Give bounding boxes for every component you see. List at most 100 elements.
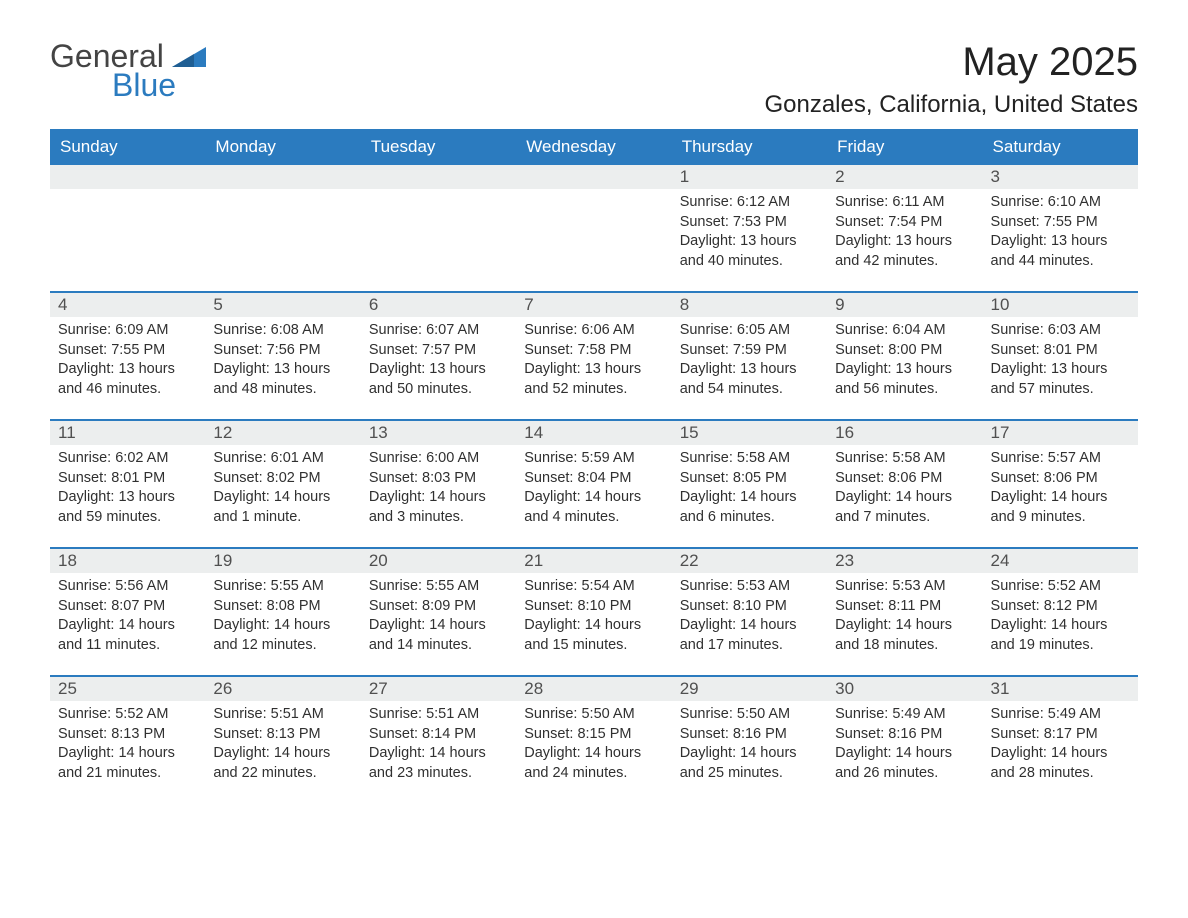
day-body (516, 189, 671, 203)
sunset-text: Sunset: 7:54 PM (835, 213, 974, 233)
sunrise-text: Sunrise: 6:10 AM (991, 193, 1130, 213)
daylight-text: Daylight: 13 hours and 42 minutes. (835, 232, 974, 271)
day-body: Sunrise: 5:52 AMSunset: 8:12 PMDaylight:… (983, 573, 1138, 665)
daylight-text: Daylight: 14 hours and 9 minutes. (991, 488, 1130, 527)
sunset-text: Sunset: 8:04 PM (524, 469, 663, 489)
calendar-cell: 17Sunrise: 5:57 AMSunset: 8:06 PMDayligh… (983, 420, 1138, 548)
sunrise-text: Sunrise: 5:54 AM (524, 577, 663, 597)
weekday-header: Thursday (672, 130, 827, 164)
daylight-text: Daylight: 14 hours and 21 minutes. (58, 744, 197, 783)
daylight-text: Daylight: 13 hours and 52 minutes. (524, 360, 663, 399)
sunrise-text: Sunrise: 5:56 AM (58, 577, 197, 597)
calendar-cell: 12Sunrise: 6:01 AMSunset: 8:02 PMDayligh… (205, 420, 360, 548)
sunrise-text: Sunrise: 6:03 AM (991, 321, 1130, 341)
sunset-text: Sunset: 8:07 PM (58, 597, 197, 617)
daylight-text: Daylight: 14 hours and 25 minutes. (680, 744, 819, 783)
day-number: 10 (983, 292, 1138, 317)
sunrise-text: Sunrise: 6:12 AM (680, 193, 819, 213)
sunrise-text: Sunrise: 5:52 AM (58, 705, 197, 725)
day-number: 6 (361, 292, 516, 317)
day-number: 26 (205, 676, 360, 701)
page-header: General Blue May 2025 Gonzales, Californ… (50, 40, 1138, 123)
sunrise-text: Sunrise: 6:08 AM (213, 321, 352, 341)
daylight-text: Daylight: 13 hours and 56 minutes. (835, 360, 974, 399)
calendar-cell: 24Sunrise: 5:52 AMSunset: 8:12 PMDayligh… (983, 548, 1138, 676)
day-body: Sunrise: 5:53 AMSunset: 8:10 PMDaylight:… (672, 573, 827, 665)
sunrise-text: Sunrise: 5:58 AM (680, 449, 819, 469)
calendar-cell: 14Sunrise: 5:59 AMSunset: 8:04 PMDayligh… (516, 420, 671, 548)
day-number: 20 (361, 548, 516, 573)
day-number: 3 (983, 164, 1138, 189)
calendar-cell: 15Sunrise: 5:58 AMSunset: 8:05 PMDayligh… (672, 420, 827, 548)
day-body: Sunrise: 6:08 AMSunset: 7:56 PMDaylight:… (205, 317, 360, 409)
sunset-text: Sunset: 8:13 PM (213, 725, 352, 745)
weekday-header: Saturday (983, 130, 1138, 164)
daylight-text: Daylight: 14 hours and 4 minutes. (524, 488, 663, 527)
day-body: Sunrise: 6:05 AMSunset: 7:59 PMDaylight:… (672, 317, 827, 409)
calendar-week-row: 18Sunrise: 5:56 AMSunset: 8:07 PMDayligh… (50, 548, 1138, 676)
day-body: Sunrise: 5:49 AMSunset: 8:16 PMDaylight:… (827, 701, 982, 793)
calendar-week-row: 1Sunrise: 6:12 AMSunset: 7:53 PMDaylight… (50, 164, 1138, 292)
calendar-cell: 18Sunrise: 5:56 AMSunset: 8:07 PMDayligh… (50, 548, 205, 676)
calendar-cell: 7Sunrise: 6:06 AMSunset: 7:58 PMDaylight… (516, 292, 671, 420)
calendar-cell: 19Sunrise: 5:55 AMSunset: 8:08 PMDayligh… (205, 548, 360, 676)
day-body: Sunrise: 5:53 AMSunset: 8:11 PMDaylight:… (827, 573, 982, 665)
day-body: Sunrise: 6:10 AMSunset: 7:55 PMDaylight:… (983, 189, 1138, 281)
day-number (205, 164, 360, 189)
sunset-text: Sunset: 8:10 PM (524, 597, 663, 617)
sunset-text: Sunset: 7:55 PM (58, 341, 197, 361)
daylight-text: Daylight: 14 hours and 17 minutes. (680, 616, 819, 655)
day-number: 11 (50, 420, 205, 445)
sunset-text: Sunset: 8:01 PM (991, 341, 1130, 361)
day-number: 5 (205, 292, 360, 317)
daylight-text: Daylight: 14 hours and 3 minutes. (369, 488, 508, 527)
day-number: 27 (361, 676, 516, 701)
calendar-cell: 5Sunrise: 6:08 AMSunset: 7:56 PMDaylight… (205, 292, 360, 420)
day-body: Sunrise: 5:59 AMSunset: 8:04 PMDaylight:… (516, 445, 671, 537)
sunrise-text: Sunrise: 6:02 AM (58, 449, 197, 469)
sunrise-text: Sunrise: 5:49 AM (991, 705, 1130, 725)
calendar-cell: 4Sunrise: 6:09 AMSunset: 7:55 PMDaylight… (50, 292, 205, 420)
sunset-text: Sunset: 8:00 PM (835, 341, 974, 361)
day-number: 23 (827, 548, 982, 573)
day-number: 22 (672, 548, 827, 573)
sunset-text: Sunset: 8:10 PM (680, 597, 819, 617)
daylight-text: Daylight: 13 hours and 46 minutes. (58, 360, 197, 399)
sunset-text: Sunset: 8:17 PM (991, 725, 1130, 745)
sunrise-text: Sunrise: 5:57 AM (991, 449, 1130, 469)
sunrise-text: Sunrise: 5:59 AM (524, 449, 663, 469)
day-body: Sunrise: 5:50 AMSunset: 8:15 PMDaylight:… (516, 701, 671, 793)
daylight-text: Daylight: 14 hours and 7 minutes. (835, 488, 974, 527)
day-number: 24 (983, 548, 1138, 573)
sunrise-text: Sunrise: 5:53 AM (835, 577, 974, 597)
day-number: 15 (672, 420, 827, 445)
day-body: Sunrise: 5:55 AMSunset: 8:09 PMDaylight:… (361, 573, 516, 665)
sunset-text: Sunset: 7:56 PM (213, 341, 352, 361)
day-number: 28 (516, 676, 671, 701)
daylight-text: Daylight: 14 hours and 18 minutes. (835, 616, 974, 655)
weekday-header: Monday (205, 130, 360, 164)
sunset-text: Sunset: 7:58 PM (524, 341, 663, 361)
calendar-table: Sunday Monday Tuesday Wednesday Thursday… (50, 129, 1138, 804)
daylight-text: Daylight: 14 hours and 28 minutes. (991, 744, 1130, 783)
daylight-text: Daylight: 13 hours and 40 minutes. (680, 232, 819, 271)
day-number: 13 (361, 420, 516, 445)
title-block: May 2025 Gonzales, California, United St… (764, 40, 1138, 123)
daylight-text: Daylight: 13 hours and 48 minutes. (213, 360, 352, 399)
sunset-text: Sunset: 8:14 PM (369, 725, 508, 745)
sunset-text: Sunset: 8:15 PM (524, 725, 663, 745)
daylight-text: Daylight: 14 hours and 6 minutes. (680, 488, 819, 527)
calendar-week-row: 11Sunrise: 6:02 AMSunset: 8:01 PMDayligh… (50, 420, 1138, 548)
sunrise-text: Sunrise: 6:05 AM (680, 321, 819, 341)
calendar-week-row: 4Sunrise: 6:09 AMSunset: 7:55 PMDaylight… (50, 292, 1138, 420)
calendar-cell: 28Sunrise: 5:50 AMSunset: 8:15 PMDayligh… (516, 676, 671, 804)
day-body: Sunrise: 5:51 AMSunset: 8:14 PMDaylight:… (361, 701, 516, 793)
calendar-cell: 20Sunrise: 5:55 AMSunset: 8:09 PMDayligh… (361, 548, 516, 676)
sunset-text: Sunset: 7:57 PM (369, 341, 508, 361)
daylight-text: Daylight: 14 hours and 26 minutes. (835, 744, 974, 783)
sunrise-text: Sunrise: 6:00 AM (369, 449, 508, 469)
weekday-header: Tuesday (361, 130, 516, 164)
day-number: 21 (516, 548, 671, 573)
calendar-cell: 6Sunrise: 6:07 AMSunset: 7:57 PMDaylight… (361, 292, 516, 420)
sunrise-text: Sunrise: 5:49 AM (835, 705, 974, 725)
